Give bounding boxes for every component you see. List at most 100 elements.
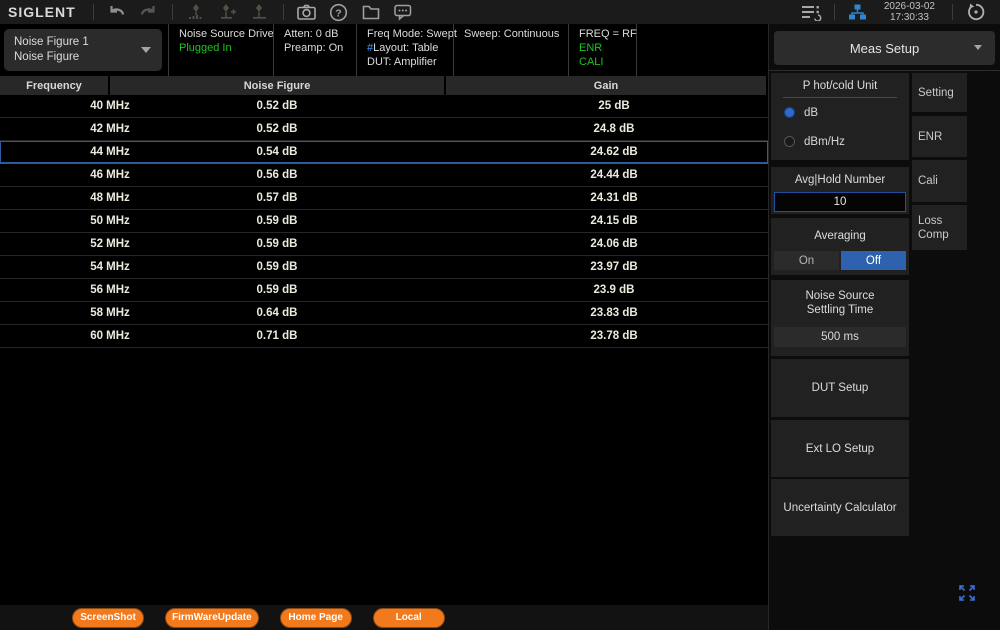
status-segments: Noise Source Drive Plugged In Atten: 0 dB P… — [168, 24, 637, 76]
p-hot-cold-unit-label: P hot/cold Unit — [802, 80, 878, 92]
settling-time-label: Noise Source Settling Time — [805, 290, 875, 316]
toolbar-divider — [952, 4, 953, 20]
noise-figure-table: 40 MHz 0.52 dB 25 dB 42 MHz 0.52 dB 24.8 dB 44… — [0, 95, 768, 348]
avg-hold-number-input[interactable]: 10 — [774, 192, 906, 212]
averaging-on-button[interactable]: On — [774, 251, 839, 270]
side-tab-enr[interactable]: ENR — [912, 116, 967, 157]
time-text: 17:30:33 — [889, 12, 929, 23]
cell: 44 MHz — [90, 146, 130, 158]
toolbar-right-group: 2026-03-02 17:30:33 — [795, 1, 1000, 23]
cell: 24.8 dB — [593, 123, 635, 135]
cell: 23.83 dB — [590, 307, 638, 319]
datetime-display: 2026-03-02 17:30:33 — [884, 1, 935, 23]
marker-to-icon[interactable] — [244, 1, 276, 23]
averaging-section: Averaging On Off — [771, 218, 909, 275]
cell: 54 MHz — [90, 261, 130, 273]
table-row-54-mhz[interactable]: 54 MHz 0.59 dB 23.97 dB — [0, 256, 768, 279]
cell: 42 MHz — [90, 123, 130, 135]
unit-option-db[interactable]: dB — [771, 98, 909, 127]
cell: 50 MHz — [90, 215, 130, 227]
cell: 23.97 dB — [590, 261, 638, 273]
cell: 46 MHz — [90, 169, 130, 181]
table-row-60-mhz[interactable]: 60 MHz 0.71 dB 23.78 dB — [0, 325, 768, 348]
cell: 0.59 dB — [256, 238, 298, 250]
firmwareupdate-button[interactable]: FirmWareUpdate — [165, 607, 259, 628]
toolbar-divider — [282, 4, 284, 20]
svg-text:?: ? — [335, 7, 341, 19]
ext-lo-setup-button[interactable]: Ext LO Setup — [771, 420, 909, 477]
camera-icon[interactable] — [291, 1, 323, 23]
table-row-42-mhz[interactable]: 42 MHz 0.52 dB 24.8 dB — [0, 118, 768, 141]
table-row-48-mhz[interactable]: 48 MHz 0.57 dB 24.31 dB — [0, 187, 768, 210]
redo-icon[interactable] — [133, 1, 165, 23]
cell: 0.59 dB — [256, 284, 298, 296]
averaging-off-button[interactable]: Off — [841, 251, 906, 270]
avg-hold-number-section: Avg|Hold Number 10 — [771, 167, 909, 214]
history-icon[interactable] — [960, 1, 992, 23]
table-row-44-mhz[interactable]: 44 MHz 0.54 dB 24.62 dB — [0, 141, 768, 164]
cell: 23.9 dB — [593, 284, 635, 296]
bottom-bar: ScreenShot FirmWareUpdate Home Page Local — [0, 605, 768, 630]
averaging-toggle: On Off — [774, 251, 906, 270]
status-segment-sweep: Sweep: Continuous — [453, 24, 568, 76]
measurement-selector-dropdown[interactable]: Noise Figure 1 Noise Figure — [4, 29, 162, 71]
table-row-50-mhz[interactable]: 50 MHz 0.59 dB 24.15 dB — [0, 210, 768, 233]
radio-label: dB — [804, 106, 819, 119]
folder-icon[interactable] — [355, 1, 387, 23]
expand-icon[interactable] — [958, 584, 976, 602]
siglent-logo: SIGLENT — [8, 4, 76, 20]
status-segment-atten-preamp: Atten: 0 dB Preamp: On — [273, 24, 356, 76]
column-header-gain: Gain — [446, 76, 766, 95]
table-row-52-mhz[interactable]: 52 MHz 0.59 dB 24.06 dB — [0, 233, 768, 256]
side-tab-loss-comp[interactable]: Loss Comp — [912, 205, 967, 250]
panel-title-label: Meas Setup — [849, 40, 920, 56]
marker-add-icon[interactable] — [212, 1, 244, 23]
chat-icon[interactable] — [387, 1, 419, 23]
table-header: Frequency Noise Figure Gain — [0, 76, 768, 95]
table-row-46-mhz[interactable]: 46 MHz 0.56 dB 24.44 dB — [0, 164, 768, 187]
radio-label: dBm/Hz — [804, 135, 845, 148]
column-header-frequency: Frequency — [0, 76, 110, 95]
table-row-40-mhz[interactable]: 40 MHz 0.52 dB 25 dB — [0, 95, 768, 118]
lan-icon[interactable] — [842, 1, 874, 23]
status-segment-freq-rf: FREQ = RF ENR CALI — [568, 24, 637, 76]
dut-setup-button[interactable]: DUT Setup — [771, 359, 909, 417]
averaging-label: Averaging — [814, 230, 866, 242]
local-button[interactable]: Local — [372, 607, 445, 628]
cell: 0.52 dB — [256, 100, 298, 112]
cell: 24.31 dB — [590, 192, 638, 204]
meas-setup-controls: P hot/cold Unit dB dBm/Hz Avg|Hold Number… — [771, 73, 909, 536]
cell: 24.44 dB — [590, 169, 638, 181]
toolbar-divider — [171, 4, 173, 20]
peak-marker-icon[interactable] — [180, 1, 212, 23]
menu-list-icon[interactable] — [795, 1, 827, 23]
unit-option-dbmhz[interactable]: dBm/Hz — [771, 127, 909, 156]
undo-icon[interactable] — [101, 1, 133, 23]
cell: 48 MHz — [90, 192, 130, 204]
side-tabs: Setting ENR Cali Loss Comp — [912, 73, 967, 250]
help-icon[interactable]: ? — [323, 1, 355, 23]
cell: 52 MHz — [90, 238, 130, 250]
home-page-button[interactable]: Home Page — [279, 607, 352, 628]
cell: 0.57 dB — [256, 192, 298, 204]
cell: 0.59 dB — [256, 261, 298, 273]
chevron-down-icon — [974, 45, 982, 50]
radio-icon — [784, 136, 795, 147]
screenshot-button[interactable]: ScreenShot — [72, 607, 144, 628]
uncertainty-calculator-button[interactable]: Uncertainty Calculator — [771, 479, 909, 536]
settling-time-value[interactable]: 500 ms — [774, 327, 906, 347]
side-tab-cali[interactable]: Cali — [912, 160, 967, 202]
cell: 0.52 dB — [256, 123, 298, 135]
unit-options: dB dBm/Hz — [771, 98, 909, 156]
cell: 60 MHz — [90, 330, 130, 342]
cell: 0.64 dB — [256, 307, 298, 319]
status-bar: Noise Figure 1 Noise Figure Noise Source… — [0, 24, 768, 76]
side-tab-setting[interactable]: Setting — [912, 73, 967, 112]
table-row-58-mhz[interactable]: 58 MHz 0.64 dB 23.83 dB — [0, 302, 768, 325]
panel-divider — [769, 70, 1000, 71]
table-row-56-mhz[interactable]: 56 MHz 0.59 dB 23.9 dB — [0, 279, 768, 302]
status-segment-noise-source-drive: Noise Source Drive Plugged In — [168, 24, 274, 76]
cell: 25 dB — [598, 100, 630, 112]
meas-setup-menu[interactable]: Meas Setup — [774, 31, 995, 65]
